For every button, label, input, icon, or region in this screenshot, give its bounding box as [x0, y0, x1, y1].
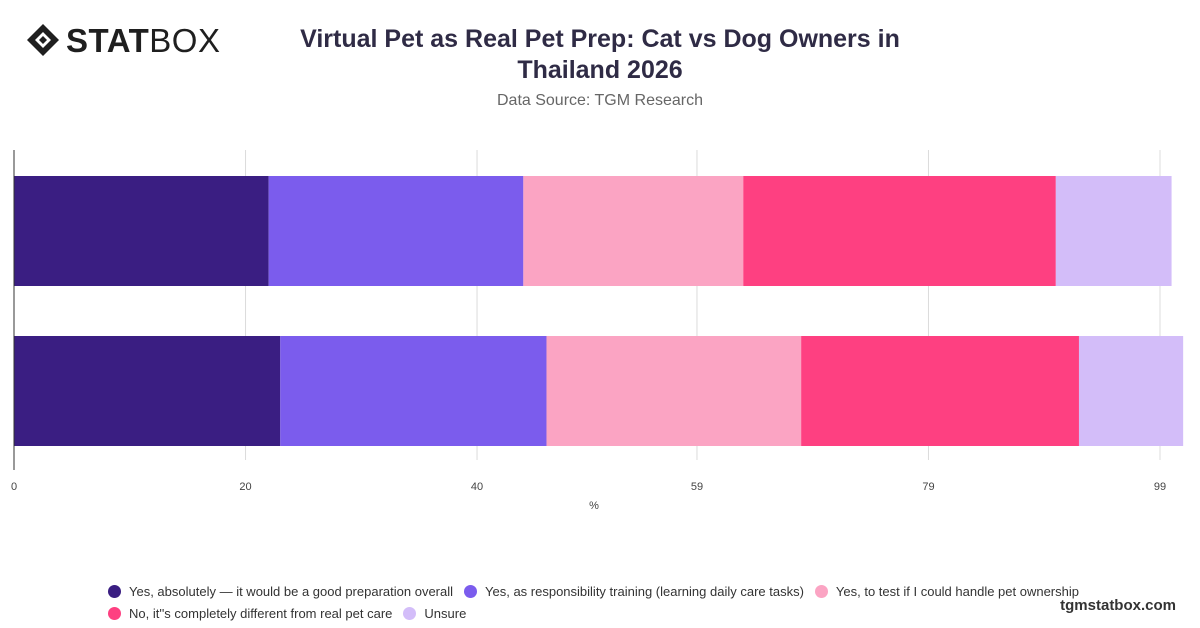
logo-text-stat: STAT — [66, 21, 150, 59]
legend-item[interactable]: Unsure — [403, 606, 466, 621]
legend-label: No, it''s completely different from real… — [129, 605, 393, 621]
bar-segment — [280, 336, 547, 446]
legend-label: Yes, as responsibility training (learnin… — [485, 583, 804, 599]
bar-segment — [801, 336, 1079, 446]
legend-item[interactable]: No, it''s completely different from real… — [108, 606, 392, 621]
x-tick-label: 99 — [1154, 481, 1166, 493]
x-tick-label: 59 — [691, 481, 703, 493]
legend-label: Yes, absolutely — it would be a good pre… — [129, 583, 454, 599]
chart-legend: Yes, absolutely — it would be a good pre… — [108, 580, 1108, 624]
statbox-logo: STAT BOX — [26, 22, 220, 58]
legend-swatch — [464, 584, 478, 598]
x-axis-label: % — [589, 500, 599, 512]
stacked-bar-chart: 0 20 40 59 79 99% — [11, 150, 1184, 512]
legend-label: Unsure — [424, 605, 467, 621]
bar-segment — [14, 336, 281, 446]
x-tick-label: 0 — [11, 481, 17, 493]
legend-item[interactable]: Yes, absolutely — it would be a good pre… — [108, 584, 453, 599]
x-tick-label: 79 — [922, 481, 934, 493]
chart-subtitle: Data Source: TGM Research — [496, 92, 703, 109]
bar-segment — [523, 176, 744, 286]
bar-segment — [546, 336, 802, 446]
legend-swatch — [108, 584, 121, 598]
chart-title: Virtual Pet as Real Pet Prep: Cat vs Dog… — [300, 25, 900, 84]
legend-item[interactable]: Yes, to test if I could handle pet owner… — [814, 583, 1079, 599]
bar-segment — [743, 176, 1056, 286]
legend-swatch — [108, 606, 121, 620]
bar-segment — [14, 176, 269, 286]
legend-swatch — [403, 606, 417, 620]
bar-segment — [1078, 336, 1184, 446]
legend-swatch — [814, 584, 828, 598]
logo-text-box: BOX — [149, 21, 221, 59]
legend-row: No, it''s completely different from real… — [108, 602, 1108, 624]
legend-row: Yes, absolutely — it would be a good pre… — [108, 580, 1108, 602]
bar-segment — [1055, 176, 1172, 286]
statbox-logo-icon — [27, 24, 59, 56]
x-tick-label: 20 — [239, 481, 251, 493]
legend-item[interactable]: Yes, as responsibility training (learnin… — [464, 584, 804, 599]
bar-segment — [268, 176, 524, 286]
footer-url: tgmstatbox.com — [1060, 597, 1176, 614]
legend-label: Yes, to test if I could handle pet owner… — [835, 583, 1079, 599]
x-tick-label: 40 — [471, 481, 483, 493]
